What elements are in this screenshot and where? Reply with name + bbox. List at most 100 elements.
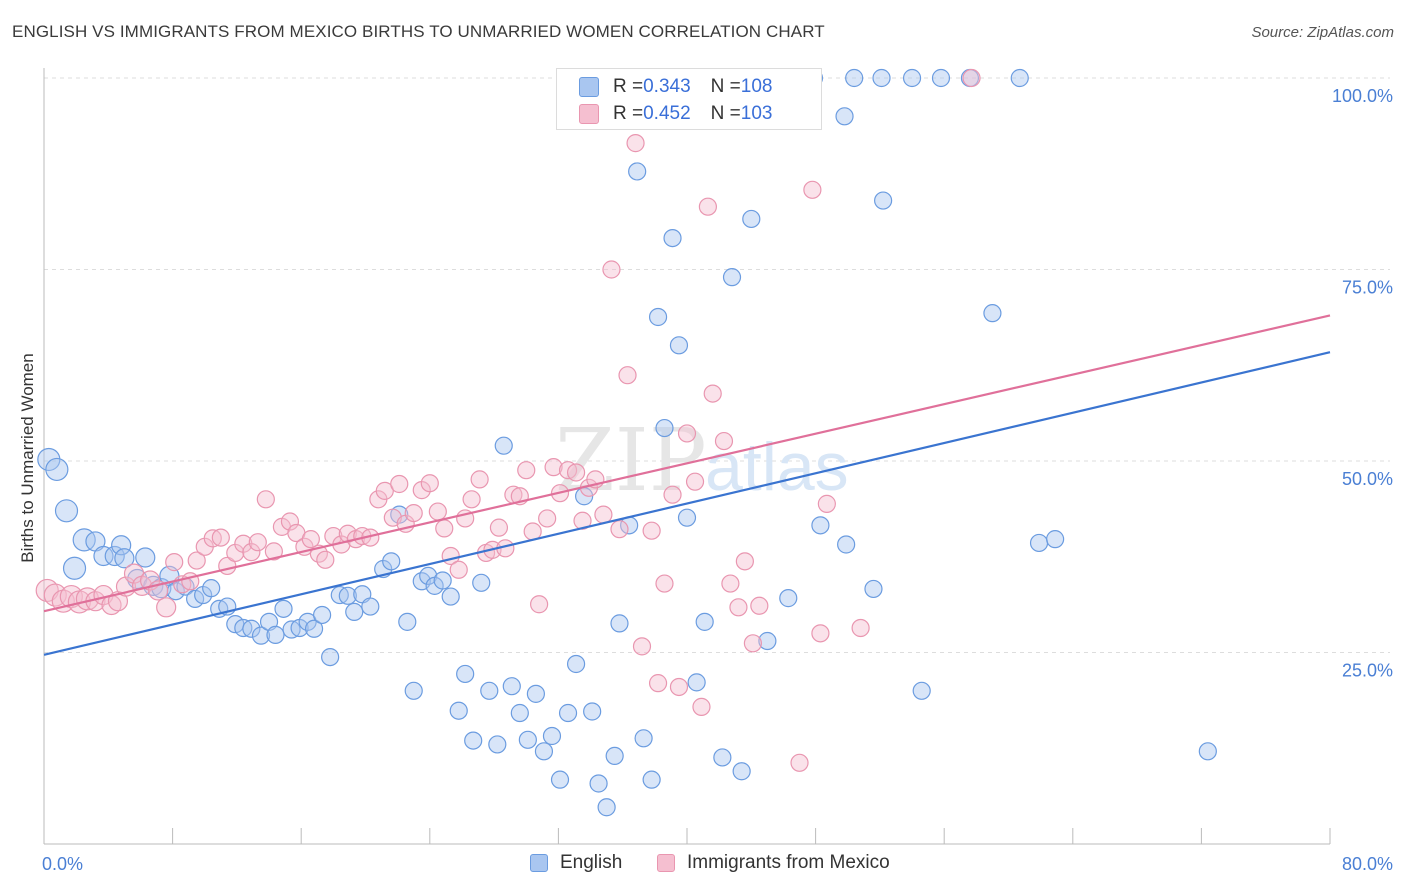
mexico-points	[35, 68, 981, 772]
mexico-point	[721, 574, 740, 593]
english-point	[251, 626, 271, 645]
english-point	[542, 726, 562, 746]
y-tick-label: 100.0%	[1332, 86, 1393, 106]
english-point	[304, 619, 324, 638]
mexico-point	[677, 424, 697, 443]
mexico-point	[35, 578, 59, 603]
english-point	[62, 556, 87, 580]
legend-item-english[interactable]: English	[530, 852, 622, 874]
english-point	[54, 499, 79, 523]
english-point	[758, 631, 777, 651]
english-point	[345, 602, 364, 622]
mexico-point	[566, 463, 586, 482]
english-point	[1029, 533, 1049, 553]
english-point	[534, 742, 554, 761]
english-point	[589, 774, 608, 793]
mexico-point	[790, 753, 809, 772]
english-r-label: R =	[613, 76, 644, 97]
mexico-point	[698, 197, 717, 216]
english-point	[45, 457, 69, 482]
english-point	[874, 191, 893, 210]
bottom-legend: English Immigrants from Mexico	[0, 850, 1406, 880]
english-point	[37, 447, 61, 472]
mexico-point	[248, 533, 267, 552]
mexico-point	[404, 503, 423, 523]
english-point	[648, 307, 668, 327]
x-tick-label-max: 80.0%	[1342, 854, 1393, 874]
mexico-point	[626, 134, 645, 153]
english-point	[202, 579, 221, 598]
mexico-point	[602, 260, 621, 279]
english-n-value: 108	[740, 76, 773, 97]
english-point	[677, 508, 697, 527]
mexico-point	[729, 598, 748, 617]
english-point	[441, 587, 460, 606]
english-swatch	[579, 77, 599, 97]
y-tick-label: 75.0%	[1342, 278, 1393, 298]
y-axis-label: Births to Unmarried Women	[18, 353, 37, 562]
mexico-point	[375, 481, 394, 500]
english-point	[510, 703, 529, 723]
mexico-point	[750, 596, 769, 615]
english-point	[779, 589, 798, 608]
stats-legend: R = 0.343 N = 108 R = 0.452 N = 103	[556, 68, 822, 130]
english-point	[456, 664, 475, 684]
english-point	[111, 535, 132, 556]
english-point	[566, 654, 586, 674]
english-point	[526, 684, 545, 703]
mexico-point	[211, 528, 230, 547]
mexico-point	[544, 458, 563, 477]
english-point	[811, 516, 830, 535]
english-point	[663, 228, 682, 248]
english-point	[502, 677, 521, 696]
trend-lines	[43, 314, 1331, 656]
english-point	[669, 336, 689, 355]
mexico-point	[618, 366, 637, 385]
chart-title: ENGLISH VS IMMIGRANTS FROM MEXICO BIRTHS…	[12, 22, 825, 41]
english-point	[114, 548, 135, 569]
mexico-point	[692, 697, 711, 716]
english-r-value: 0.343	[643, 76, 691, 97]
english-point	[1198, 742, 1217, 761]
english-point	[274, 599, 293, 618]
stats-row-english: R = 0.343 N = 108	[579, 74, 772, 100]
mexico-point	[962, 68, 981, 88]
mexico-point	[851, 618, 870, 638]
legend-english-swatch	[530, 854, 548, 872]
mexico-point	[530, 595, 549, 614]
english-point	[488, 735, 507, 754]
mexico-point	[489, 518, 509, 537]
mexico-r-value: 0.452	[643, 103, 691, 124]
mexico-point	[714, 431, 734, 451]
stats-row-mexico: R = 0.452 N = 103	[579, 101, 772, 127]
english-n-label: N =	[710, 76, 741, 97]
mexico-point	[301, 530, 320, 549]
mexico-point	[642, 521, 661, 540]
english-point	[382, 552, 401, 571]
mexico-n-value: 103	[740, 103, 773, 124]
english-point	[628, 162, 647, 181]
english-point	[398, 612, 417, 631]
english-point	[480, 681, 499, 700]
mexico-point	[817, 494, 836, 513]
english-point	[494, 436, 513, 455]
mexico-point	[663, 485, 682, 504]
english-point	[472, 573, 491, 592]
english-point	[135, 547, 156, 568]
legend-english-label: English	[560, 852, 623, 873]
mexico-point	[256, 490, 275, 509]
english-point	[93, 545, 114, 567]
english-point	[419, 566, 438, 586]
mexico-point	[428, 502, 447, 521]
english-point	[742, 209, 761, 229]
mexico-swatch	[579, 104, 599, 124]
english-point	[872, 68, 891, 88]
mexico-point	[573, 511, 592, 530]
english-point	[610, 614, 629, 633]
mexico-point	[648, 674, 668, 693]
english-point	[835, 107, 854, 126]
mexico-point	[610, 520, 629, 539]
x-tick-label-min: 0.0%	[42, 854, 83, 874]
english-point	[722, 268, 742, 287]
legend-item-mexico[interactable]: Immigrants from Mexico	[657, 852, 890, 874]
